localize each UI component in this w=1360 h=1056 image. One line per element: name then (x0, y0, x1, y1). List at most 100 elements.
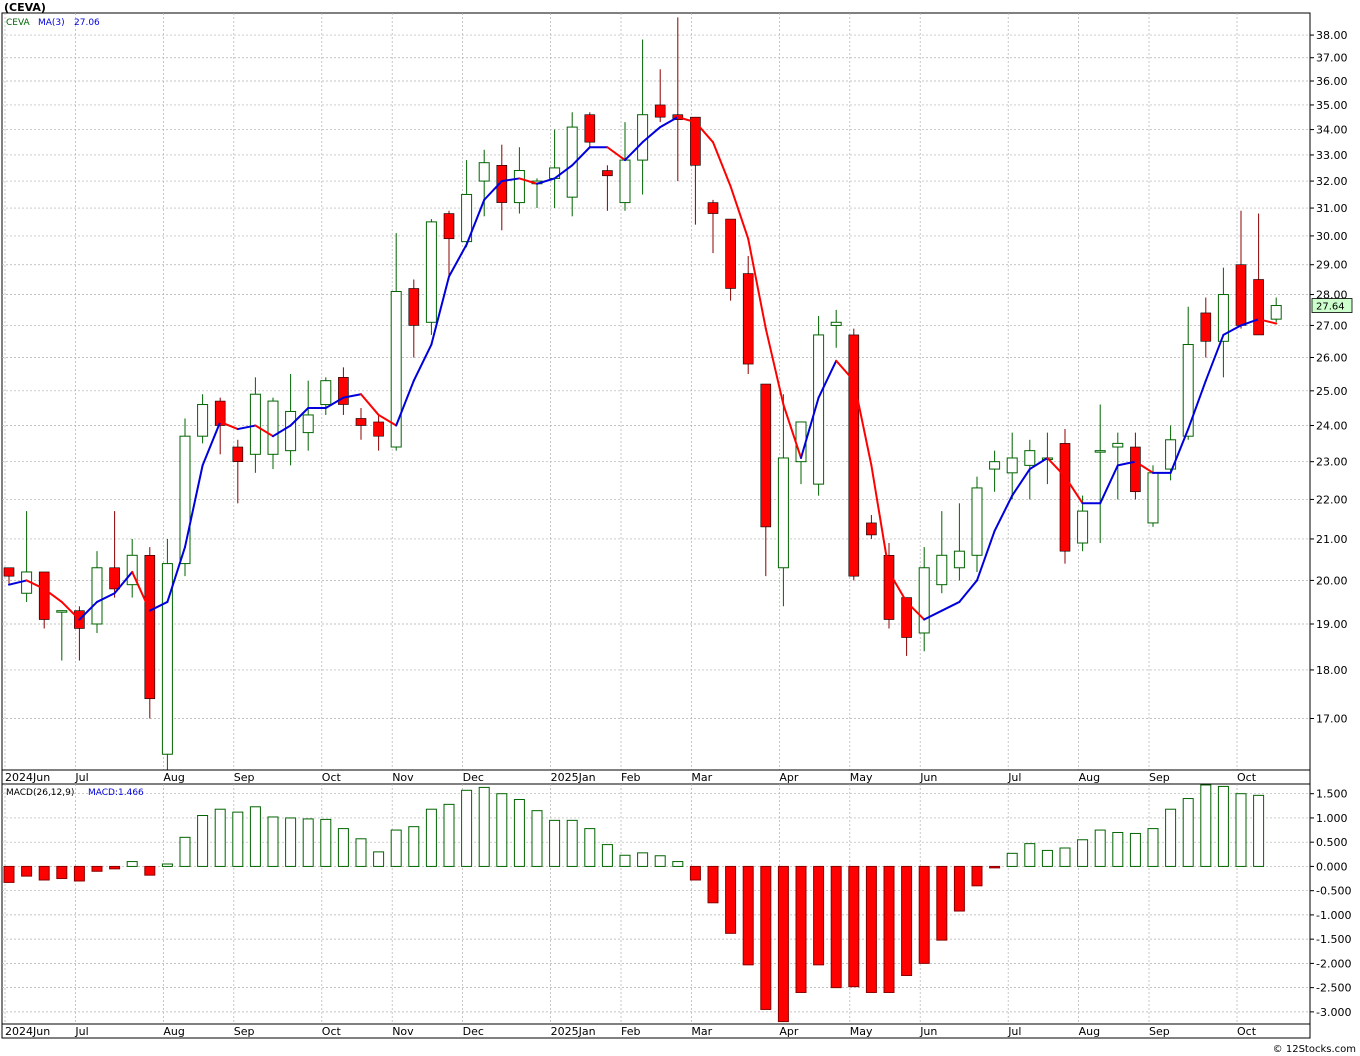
macd-bar (1217, 785, 1229, 867)
ma-segment (1028, 456, 1049, 471)
macd-bar (672, 861, 684, 867)
macd-bar (971, 865, 983, 887)
ma-line (8, 116, 1278, 621)
price-tick-label: 35.00 (1316, 99, 1348, 112)
macd-x-label: Oct (322, 1025, 342, 1038)
macd-x-axis: 2024Jun Jul Aug Sep Oct Nov Dec 2025Jan Feb Mar Ap… (5, 1025, 1257, 1038)
candle-body (126, 554, 138, 586)
macd-bar (795, 865, 807, 993)
candle-body (1217, 294, 1229, 342)
macd-x-label: 2024Jun (5, 1025, 50, 1038)
price-tick-label: 31.00 (1316, 202, 1348, 215)
candle-body (760, 383, 772, 528)
legend-ma-value: 27.06 (74, 18, 100, 28)
ma-segment (976, 529, 996, 582)
price-x-axis: 2024Jun Jul Aug Sep Oct Nov Dec 2025Jan Feb Mar Ap… (5, 771, 1257, 784)
price-tick-label: 18.00 (1316, 664, 1348, 677)
candle-body (989, 461, 1001, 470)
macd-bar (56, 865, 68, 880)
macd-x-label: Oct (1237, 1025, 1257, 1038)
candle-body (373, 421, 384, 437)
macd-bar (601, 844, 613, 867)
price-tick-label: 27.00 (1316, 319, 1348, 332)
macd-bar (1077, 839, 1089, 867)
ma-segment (905, 600, 926, 621)
candle-body (602, 170, 613, 177)
candle-body (690, 116, 701, 166)
macd-bar (566, 819, 578, 867)
ma-segment (289, 406, 310, 427)
macd-bars (3, 784, 1265, 1023)
price-tick-label: 32.00 (1316, 175, 1348, 188)
candle-body (813, 334, 825, 485)
price-tick-label: 22.00 (1316, 493, 1348, 506)
macd-bar (1059, 847, 1071, 867)
macd-bar (689, 865, 701, 881)
macd-x-label: Apr (779, 1025, 799, 1038)
ma-segment (1169, 428, 1190, 474)
candle-body (1165, 439, 1177, 470)
ma-segment (676, 116, 697, 124)
macd-bar (531, 810, 543, 867)
ma-segment (606, 146, 626, 162)
macd-bar (461, 789, 473, 867)
macd-bar (1253, 794, 1265, 867)
candle-body (1006, 457, 1018, 474)
macd-bar (337, 828, 349, 867)
ma-segment (712, 141, 732, 188)
candle-body (936, 554, 948, 586)
macd-bar (197, 815, 209, 867)
ma-segment (8, 579, 28, 586)
ma-segment (412, 343, 433, 382)
macd-bar (408, 826, 420, 867)
ma-segment (342, 393, 362, 399)
price-y-axis: 17.00 18.00 19.00 20.00 21.00 22.00 23.00 24.00… (1310, 29, 1348, 725)
macd-bar (355, 838, 367, 867)
ma-segment (852, 379, 873, 467)
ma-segment (536, 177, 556, 185)
candle-body (725, 218, 736, 289)
ma-segment (254, 424, 274, 438)
macd-bar (513, 799, 525, 867)
macd-bar (830, 865, 842, 989)
price-x-label: Apr (779, 771, 799, 784)
macd-x-label: Mar (691, 1025, 712, 1038)
macd-bar (232, 811, 244, 867)
ma-segment (60, 600, 81, 621)
ma-segment (659, 116, 679, 129)
ma-segment (1046, 456, 1066, 478)
macd-bar (707, 865, 719, 904)
macd-tick-label: 0.000 (1316, 860, 1348, 873)
macd-x-label: Sep (1149, 1025, 1170, 1038)
macd-x-label: May (850, 1025, 873, 1038)
macd-bar (813, 865, 825, 966)
price-tick-label: 17.00 (1316, 712, 1348, 725)
macd-bar (989, 865, 1001, 869)
macd-bar (1112, 831, 1124, 867)
candle-body (56, 610, 68, 613)
macd-tick-label: -1.500 (1316, 933, 1351, 946)
candle-body (513, 170, 525, 204)
macd-bar (21, 865, 33, 877)
macd-bar (214, 808, 226, 867)
ma-segment (43, 587, 63, 603)
price-x-label: Dec (463, 771, 484, 784)
ma-segment (395, 379, 415, 427)
price-x-label: Sep (234, 771, 255, 784)
macd-bar (865, 865, 877, 993)
candle-body (461, 193, 473, 243)
macd-bar (91, 865, 103, 872)
macd-bar (1182, 798, 1194, 867)
macd-bar (443, 803, 455, 867)
candle-body (302, 414, 314, 434)
candle-body (1024, 450, 1036, 466)
price-candles (3, 17, 1282, 770)
macd-bar (777, 865, 789, 1023)
macd-bar (760, 865, 772, 1010)
macd-bar (584, 828, 596, 867)
candle-body (566, 126, 578, 198)
candle-body (654, 104, 666, 118)
price-tick-label: 34.00 (1316, 124, 1348, 137)
price-x-label: 2025Jan (551, 771, 596, 784)
ma-segment (835, 359, 855, 382)
